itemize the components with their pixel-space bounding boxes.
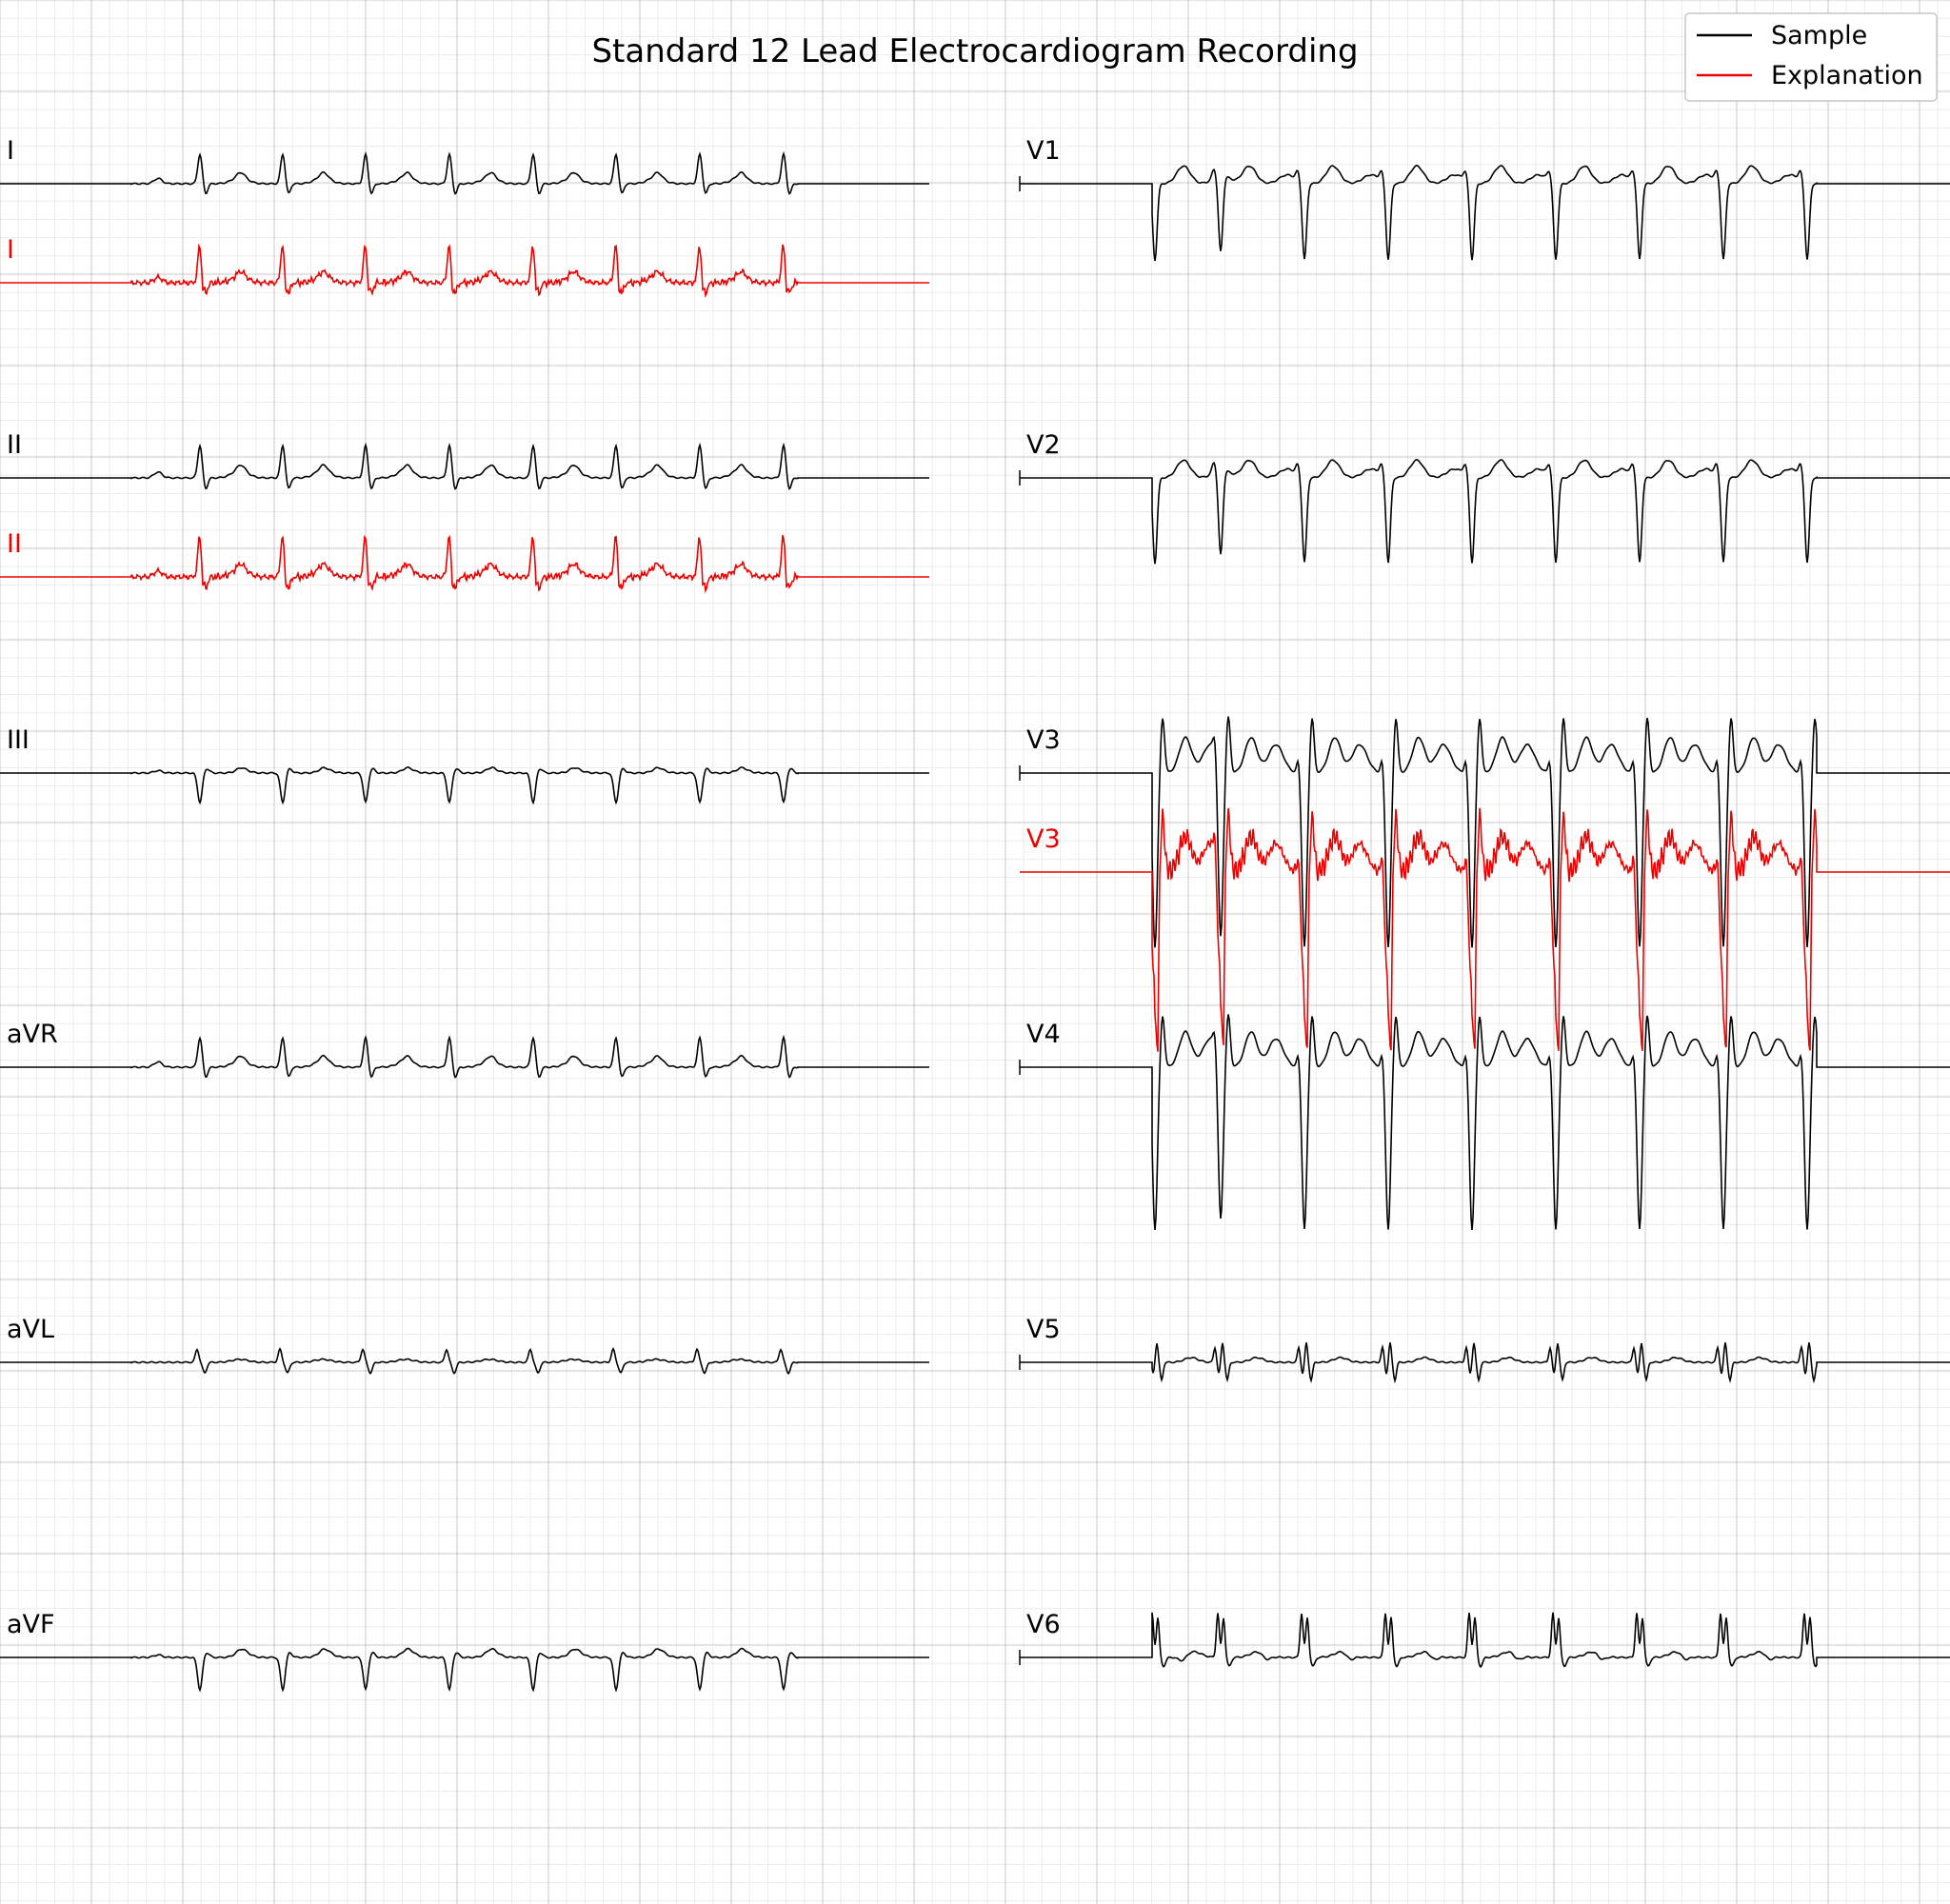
lead-ii-explanation-trace <box>0 534 929 594</box>
chart-title: Standard 12 Lead Electrocardiogram Recor… <box>591 32 1358 70</box>
lead-v3-label: V3 <box>1026 725 1061 755</box>
lead-avr-sample-trace <box>0 1034 929 1079</box>
lead-avl-label: aVL <box>7 1315 54 1344</box>
lead-iii-sample-trace <box>0 766 929 805</box>
lead-v4-sample-trace <box>1020 1014 1950 1231</box>
lead-avl-sample-trace <box>0 1347 929 1376</box>
lead-avf-sample-trace <box>0 1647 929 1693</box>
lead-avr-label: aVR <box>7 1020 58 1049</box>
lead-v6-sample-trace <box>1020 1612 1950 1669</box>
chart-legend: Sample Explanation <box>1684 12 1938 102</box>
lead-v5-sample-trace <box>1020 1342 1950 1384</box>
lead-v1-sample-trace <box>1020 164 1950 262</box>
lead-ii-label: II <box>7 430 22 460</box>
lead-v5-label: V5 <box>1026 1315 1061 1344</box>
lead-v1-label: V1 <box>1026 136 1061 166</box>
legend-sample-label: Sample <box>1771 21 1867 50</box>
lead-v3-sample-trace <box>1020 716 1950 948</box>
legend-explanation-label: Explanation <box>1771 61 1923 90</box>
lead-ii-explanation-label: II <box>7 529 22 559</box>
lead-i-explanation-trace <box>0 243 929 299</box>
lead-avf-label: aVF <box>7 1610 55 1639</box>
lead-i-label: I <box>7 136 14 166</box>
lead-v2-sample-trace <box>1020 458 1950 565</box>
lead-v6-label: V6 <box>1026 1610 1061 1639</box>
lead-i-sample-trace <box>0 150 929 195</box>
lead-v3-explanation-trace <box>1020 807 1950 1052</box>
lead-iii-label: III <box>7 725 30 755</box>
lead-i-explanation-label: I <box>7 235 14 265</box>
lead-ii-sample-trace <box>0 442 929 490</box>
lead-v3-explanation-label: V3 <box>1026 824 1061 854</box>
lead-v4-label: V4 <box>1026 1020 1061 1049</box>
lead-v2-label: V2 <box>1026 430 1061 460</box>
